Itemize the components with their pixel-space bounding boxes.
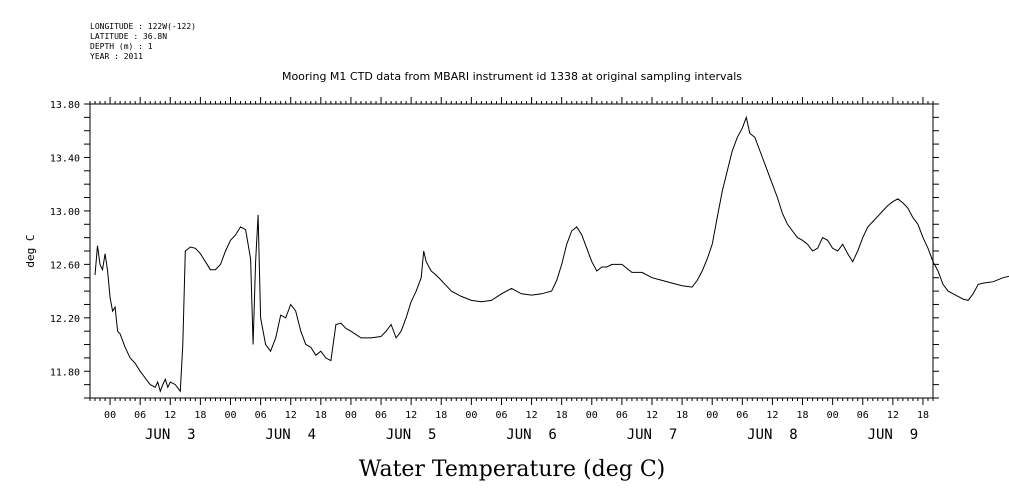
latitude-label: LATITUDE : 36.8N (90, 32, 168, 41)
x-tick-label: 00 (706, 410, 718, 421)
x-tick-label: 18 (194, 410, 206, 421)
day-label: JUN 8 (747, 427, 798, 443)
x-tick-label: 18 (315, 410, 327, 421)
day-label: JUN 9 (868, 427, 919, 443)
x-tick-label: 12 (526, 410, 538, 421)
plot-frame (89, 103, 934, 399)
depth-label: DEPTH (m) : 1 (90, 42, 153, 51)
longitude-label: LONGITUDE : 122W(-122) (90, 22, 196, 31)
chart-title: Mooring M1 CTD data from MBARI instrumen… (282, 70, 742, 83)
x-tick-label: 18 (797, 410, 809, 421)
x-tick-label: 12 (887, 410, 899, 421)
x-tick-label: 00 (586, 410, 598, 421)
temperature-series (94, 115, 1009, 393)
x-tick-label: 06 (616, 410, 628, 421)
x-tick-label: 06 (134, 410, 146, 421)
x-tick-label: 00 (465, 410, 477, 421)
day-label: JUN 6 (506, 427, 557, 443)
y-tick-labels: 11.80 12.20 12.60 13.00 13.40 13.80 (50, 100, 80, 378)
y-tick-label: 12.20 (50, 314, 80, 325)
x-tick-label: 12 (405, 410, 417, 421)
location-metadata: LONGITUDE : 122W(-122) LATITUDE : 36.8N … (90, 22, 196, 62)
axis-ticks (84, 97, 939, 405)
day-label: JUN 7 (627, 427, 678, 443)
x-tick-label: 18 (917, 410, 929, 421)
x-tick-label: 00 (224, 410, 236, 421)
x-tick-label: 12 (285, 410, 297, 421)
day-label: JUN 5 (386, 427, 437, 443)
day-label: JUN 3 (145, 427, 196, 443)
x-axis-label: Water Temperature (deg C) (359, 457, 666, 482)
y-tick-label: 13.40 (50, 153, 80, 164)
y-axis-label: deg C (24, 234, 37, 267)
y-tick-label: 13.00 (50, 207, 80, 218)
y-tick-label: 13.80 (50, 100, 80, 111)
y-tick-label: 12.60 (50, 260, 80, 271)
x-tick-label: 00 (104, 410, 116, 421)
x-tick-labels: 00 06 12 18 00 06 12 18 00 06 12 18 00 06 12 18 00 06 12 18… (104, 410, 929, 421)
x-tick-label: 18 (676, 410, 688, 421)
x-tick-label: 00 (827, 410, 839, 421)
x-tick-label: 12 (164, 410, 176, 421)
x-tick-label: 06 (495, 410, 507, 421)
x-tick-label: 06 (736, 410, 748, 421)
temperature-line (912, 217, 1009, 301)
temperature-line (94, 115, 914, 393)
x-tick-label: 18 (556, 410, 568, 421)
y-tick-label: 11.80 (50, 367, 80, 378)
x-tick-label: 18 (435, 410, 447, 421)
x-tick-label: 00 (345, 410, 357, 421)
x-tick-label: 12 (646, 410, 658, 421)
x-tick-label: 06 (857, 410, 869, 421)
x-tick-label: 06 (255, 410, 267, 421)
year-label: YEAR : 2011 (90, 52, 143, 61)
day-labels: JUN 3 JUN 4 JUN 5 JUN 6 JUN 7 JUN 8 JUN 9 (145, 427, 918, 443)
x-tick-label: 12 (766, 410, 778, 421)
x-tick-label: 06 (375, 410, 387, 421)
day-label: JUN 4 (265, 427, 316, 443)
